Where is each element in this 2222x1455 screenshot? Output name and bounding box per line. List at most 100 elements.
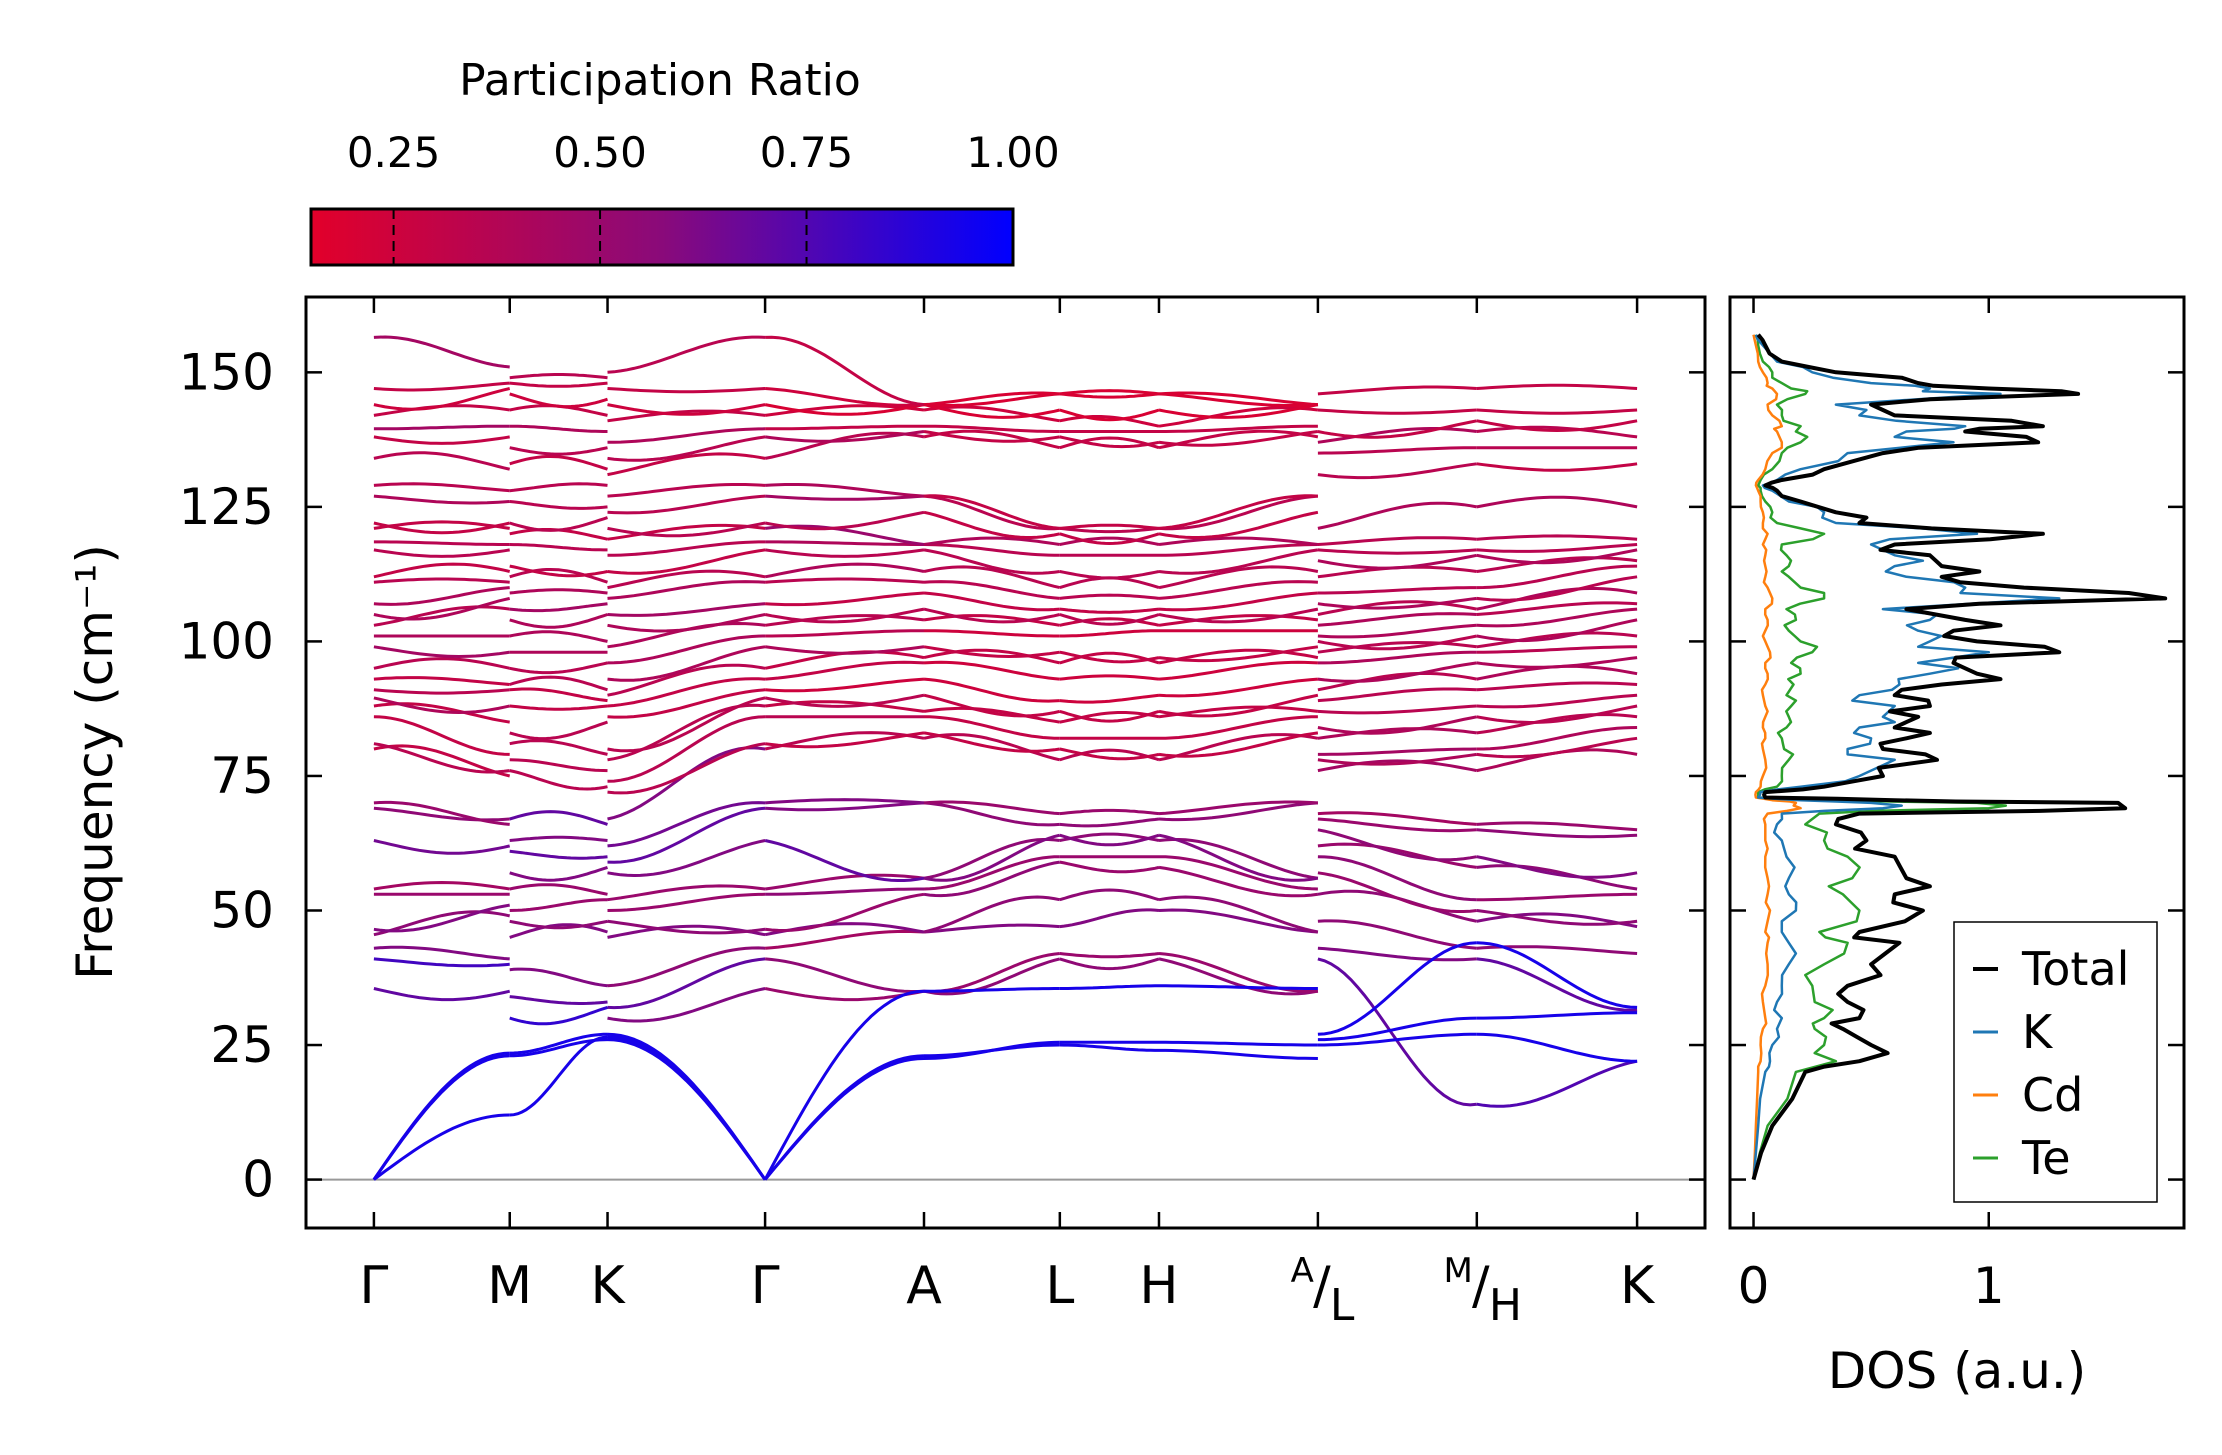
phonon-branch (1476, 957, 1638, 1012)
phonon-branch (509, 865, 608, 882)
phonon-branch (509, 720, 608, 741)
k-label-slash: / (1472, 1256, 1490, 1316)
phonon-branch (1317, 704, 1477, 715)
dos-series-te (1752, 334, 2008, 1180)
phonon-branch (373, 494, 510, 505)
phonon-branch (923, 510, 1061, 539)
phonon-branch (1476, 912, 1638, 929)
phonon-branch (373, 987, 511, 1002)
phonon-branch (1059, 674, 1160, 681)
phonon-branch (509, 898, 608, 912)
phonon-branch (1158, 645, 1319, 663)
phonon-branch (607, 884, 766, 902)
phonon-branch (765, 424, 924, 431)
phonon-branch (923, 733, 1061, 762)
phonon-branch (1158, 429, 1319, 450)
phonon-branch (1059, 629, 1159, 638)
phonon-branch (1476, 383, 1638, 390)
phonon-branch (607, 746, 766, 821)
k-label-slash: / (1313, 1256, 1331, 1316)
phonon-branch (509, 381, 608, 388)
phonon-branch (1158, 391, 1318, 407)
k-label-split: M / H (1443, 1251, 1521, 1331)
phonon-branch (509, 835, 608, 842)
phonon-branch (923, 614, 1061, 627)
phonon-branch (923, 607, 1061, 624)
phonon-branch (923, 429, 1061, 450)
y-tick-label: 125 (179, 478, 274, 536)
phonon-branch (1059, 860, 1160, 874)
phonon-branch (607, 523, 766, 541)
phonon-branch (1476, 704, 1638, 725)
phonon-branch (765, 591, 925, 607)
phonon-branch (509, 1005, 608, 1026)
phonon-branch (1059, 613, 1160, 626)
phonon-branch (1059, 617, 1160, 627)
phonon-branch (607, 335, 766, 374)
phonon-branch (1059, 832, 1160, 842)
phonon-branch (373, 520, 510, 530)
phonon-branch (509, 424, 608, 433)
phonon-branch (607, 613, 766, 633)
phonon-branch (373, 335, 510, 369)
k-label-top: A (1291, 1251, 1314, 1291)
phonon-branch (373, 435, 510, 445)
phonon-branch (1059, 711, 1160, 724)
phonon-branch (1158, 648, 1319, 665)
phonon-branch (923, 536, 1061, 546)
phonon-branch (1317, 623, 1477, 639)
phonon-branch (1158, 855, 1318, 891)
phonon-branch (1059, 651, 1160, 665)
phonon-branch (1158, 580, 1318, 600)
phonon-branch (607, 409, 766, 423)
phonon-branch (765, 335, 925, 407)
acoustic-branch (763, 989, 925, 1181)
phonon-branch (1059, 888, 1160, 902)
phonon-branch (764, 839, 925, 882)
phonon-branch (1476, 828, 1638, 839)
phonon-branch (1317, 600, 1478, 616)
phonon-branch (764, 404, 925, 417)
phonon-branch (509, 602, 608, 613)
phonon-branch (1059, 952, 1160, 959)
colorbar-ticks (392, 209, 808, 265)
phonon-branch (1317, 855, 1477, 902)
phonon-branch (373, 800, 510, 826)
phonon-branch (1158, 833, 1319, 882)
phonon-branch (373, 562, 511, 579)
phonon-branch (373, 596, 511, 621)
phonon-branch (1158, 733, 1319, 762)
phonon-branch (1158, 403, 1319, 419)
phonon-branch (1059, 709, 1160, 723)
phonon-branch (1317, 385, 1477, 396)
phonon-branch (509, 739, 608, 756)
phonon-branch (1317, 919, 1477, 950)
phonon-branch (1476, 556, 1638, 573)
phonon-branch (373, 387, 511, 411)
phonon-branch (923, 838, 1060, 880)
phonon-branch (1317, 871, 1477, 913)
phonon-branch (764, 562, 925, 579)
phonon-branch (1476, 664, 1638, 681)
phonon-branch (1158, 565, 1319, 590)
phonon-branch (764, 798, 925, 805)
phonon-branch (1317, 957, 1477, 1107)
phonon-branch (1476, 607, 1638, 628)
phonon-branch (923, 565, 1061, 590)
phonon-branch (1059, 747, 1160, 761)
y-tick-label: 25 (210, 1016, 274, 1074)
dos-ticks (1730, 297, 2184, 1228)
phonon-branch (764, 510, 925, 531)
phonon-branch (1317, 640, 1477, 654)
acoustic-branch (1059, 984, 1159, 990)
phonon-branch (607, 521, 766, 538)
phonon-branch (1476, 821, 1638, 832)
phonon-branch (1158, 865, 1319, 898)
phonon-branch (607, 403, 766, 416)
acoustic-branch (1476, 1011, 1638, 1020)
phonon-branch (509, 883, 608, 896)
phonon-branch (509, 630, 608, 643)
dos-x-tick-label: 0 (1738, 1257, 1770, 1315)
phonon-branch (509, 613, 608, 629)
phonon-branch (607, 663, 766, 697)
